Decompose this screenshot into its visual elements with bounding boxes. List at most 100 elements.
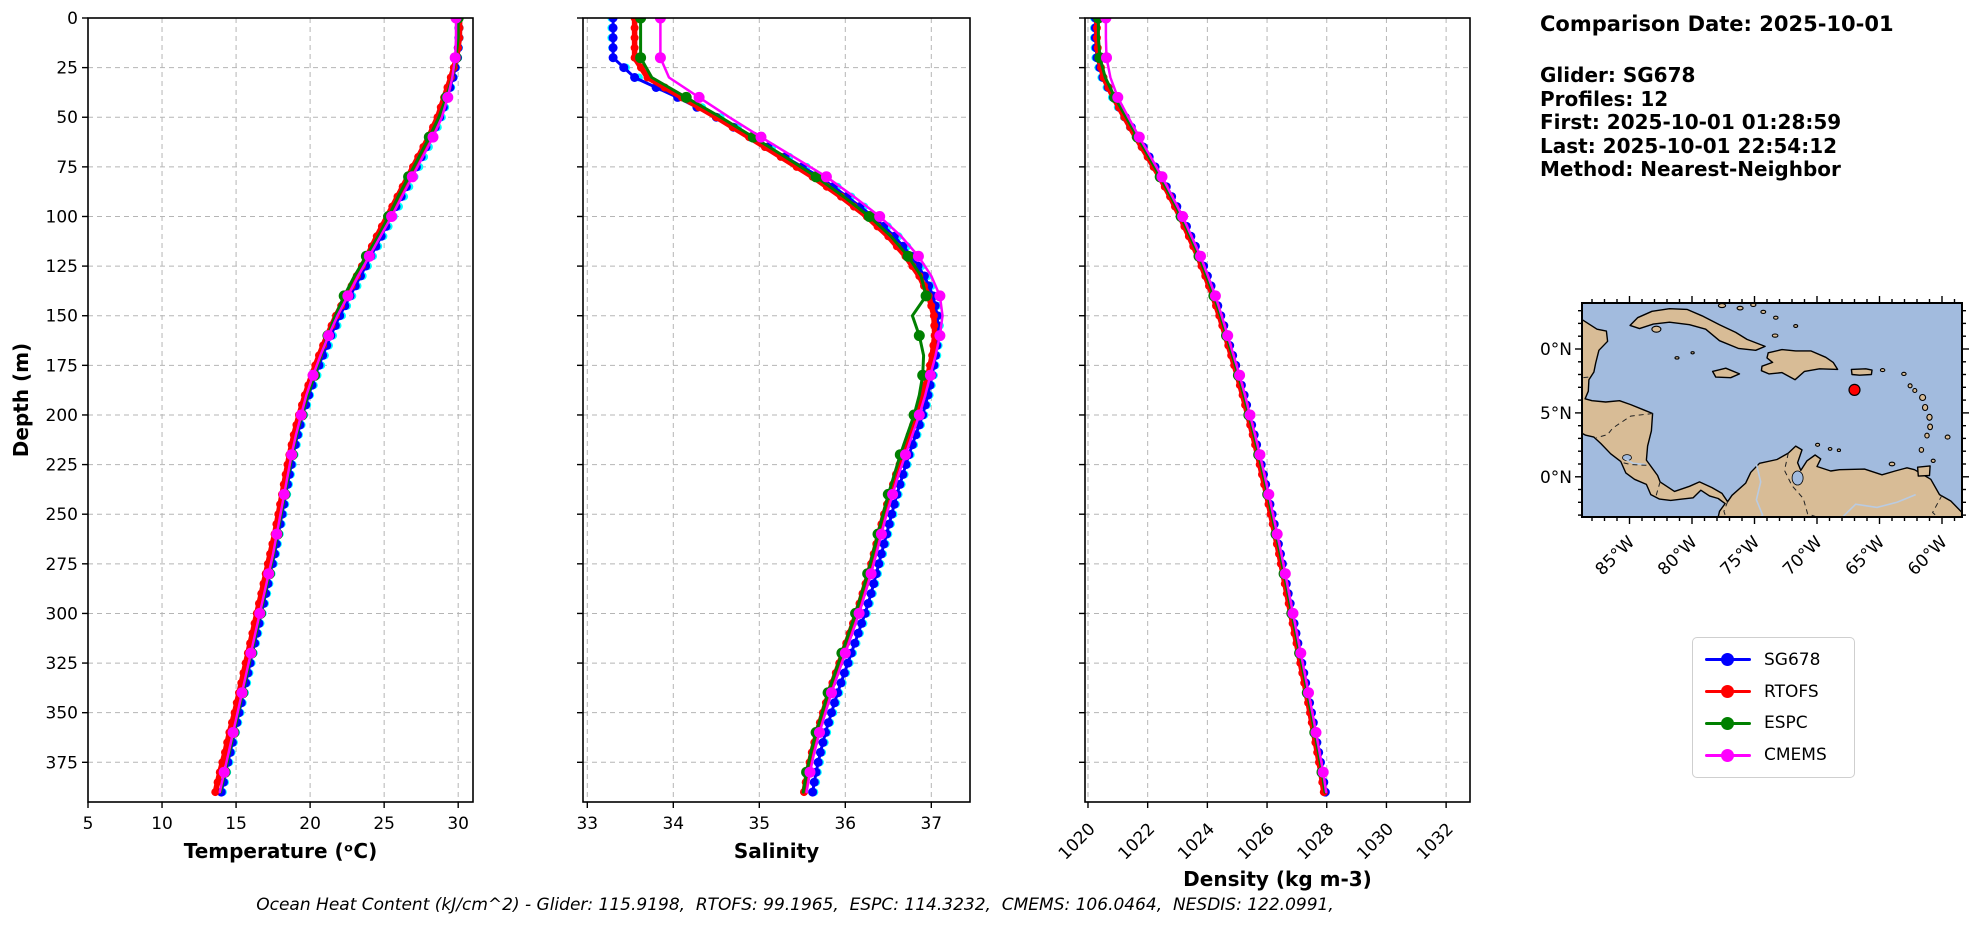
x-tick-label: 25 bbox=[373, 814, 395, 834]
map-land-layer bbox=[1582, 303, 1962, 517]
inset-map-canvas: 85°W 80°W 75°W 70°W 65°W 60°W 20°N 15°N 10°N bbox=[1540, 296, 1969, 580]
legend: SG678 RTOFS ESPC CMEMS bbox=[1692, 637, 1855, 778]
y-tick-label: 225 bbox=[46, 456, 78, 476]
chart-temperature: 5 10 15 20 25 3002550751001251501752002252502… bbox=[9, 9, 474, 863]
x-axis-label: Temperature (ᵒC) bbox=[184, 839, 378, 863]
legend-dot-icon bbox=[1721, 716, 1734, 730]
x-tick-label: 1028 bbox=[1294, 819, 1339, 864]
series-SG678 bbox=[1090, 18, 1330, 797]
profiles-count-text: Profiles: 12 bbox=[1540, 86, 1669, 111]
map-x-tick-label: 85°W bbox=[1592, 532, 1639, 579]
x-tick-label: 1020 bbox=[1055, 819, 1100, 864]
series-NESDIS bbox=[607, 18, 944, 797]
y-tick-label: 375 bbox=[46, 753, 78, 773]
series-RTOFS bbox=[211, 18, 464, 797]
plot-frame bbox=[1084, 17, 1471, 803]
series-CMEMS bbox=[654, 18, 946, 794]
series-NESDIS bbox=[1090, 18, 1329, 797]
y-tick-label: 125 bbox=[46, 257, 78, 277]
y-tick-label: 100 bbox=[46, 207, 78, 227]
series-ESPC bbox=[635, 18, 932, 794]
legend-line-swatch bbox=[1705, 716, 1751, 730]
x-tick-label: 20 bbox=[299, 814, 321, 834]
last-profile-time-text: Last: 2025-10-01 22:54:12 bbox=[1540, 133, 1838, 158]
chart-density: 1020 1022 1024 1026 1028 1030 1032 Density (kg … bbox=[1055, 17, 1471, 891]
series-CMEMS bbox=[1100, 18, 1329, 794]
y-tick-label: 275 bbox=[46, 555, 78, 575]
x-tick-label: 15 bbox=[225, 814, 247, 834]
legend-line-swatch bbox=[1705, 685, 1751, 699]
x-tick-label: 30 bbox=[447, 814, 469, 834]
legend-dot-icon bbox=[1721, 685, 1734, 699]
legend-label: CMEMS bbox=[1764, 745, 1827, 766]
x-tick-label: 33 bbox=[576, 814, 598, 834]
x-tick-label: 36 bbox=[834, 814, 856, 834]
inset-map: 85°W 80°W 75°W 70°W 65°W 60°W 20°N 15°N 10°N bbox=[1540, 296, 1969, 580]
y-tick-label: 300 bbox=[46, 604, 78, 624]
map-frame bbox=[1581, 302, 1963, 518]
map-x-tick-label: 75°W bbox=[1717, 532, 1764, 579]
axis-ticks: 5 10 15 20 25 3002550751001251501752002252502… bbox=[46, 9, 469, 834]
series-CMEMS bbox=[218, 18, 462, 794]
glider-id-text: Glider: SG678 bbox=[1540, 63, 1696, 87]
legend-label: SG678 bbox=[1764, 649, 1821, 670]
x-tick-label: 5 bbox=[83, 814, 94, 834]
x-tick-label: 37 bbox=[920, 814, 942, 834]
axis-ticks: 33 34 35 36 37 bbox=[576, 17, 942, 834]
y-axis-label: Depth (m) bbox=[9, 343, 33, 457]
x-tick-label: 10 bbox=[151, 814, 173, 834]
x-axis-label: Salinity bbox=[734, 839, 819, 863]
map-y-tick-label: 10°N bbox=[1540, 468, 1572, 488]
legend-line-swatch bbox=[1705, 748, 1751, 762]
x-axis-label: Density (kg m-3) bbox=[1183, 867, 1372, 891]
y-tick-label: 350 bbox=[46, 704, 78, 724]
info-panel: Comparison Date: 2025-10-01 Glider: SG67… bbox=[1540, 12, 1894, 182]
legend-label: ESPC bbox=[1764, 713, 1808, 734]
y-tick-label: 175 bbox=[46, 356, 78, 376]
x-tick-label: 1032 bbox=[1413, 819, 1458, 864]
plot-frame bbox=[87, 17, 474, 803]
legend-dot-icon bbox=[1721, 748, 1734, 762]
map-x-tick-label: 70°W bbox=[1779, 532, 1826, 579]
map-y-tick-label: 15°N bbox=[1540, 404, 1572, 424]
plot-frame bbox=[582, 17, 971, 803]
chart-salinity: 33 34 35 36 37 Salinity bbox=[576, 17, 971, 863]
map-x-tick-label: 60°W bbox=[1904, 532, 1951, 579]
x-tick-label: 35 bbox=[748, 814, 770, 834]
first-profile-time-text: First: 2025-10-01 01:28:59 bbox=[1540, 110, 1842, 134]
series-NESDIS bbox=[218, 18, 464, 797]
y-tick-label: 250 bbox=[46, 505, 78, 525]
x-tick-label: 1030 bbox=[1353, 819, 1398, 864]
x-tick-label: 1026 bbox=[1234, 819, 1279, 864]
method-text: Method: Nearest-Neighbor bbox=[1540, 157, 1841, 181]
profile-plots-canvas: 5 10 15 20 25 3002550751001251501752002252502… bbox=[9, 9, 1471, 891]
y-tick-label: 50 bbox=[56, 108, 78, 128]
series-SG678 bbox=[608, 18, 943, 797]
ocean-heat-content-caption: Ocean Heat Content (kJ/cm^2) - Glider: 1… bbox=[256, 895, 1334, 915]
series-RTOFS bbox=[630, 18, 939, 797]
map-y-tick-label: 20°N bbox=[1540, 340, 1572, 360]
series-RTOFS bbox=[1092, 18, 1328, 797]
y-tick-label: 75 bbox=[56, 158, 78, 178]
legend-item-sg678: SG678 bbox=[1705, 645, 1842, 675]
legend-item-espc: ESPC bbox=[1705, 708, 1842, 738]
legend-item-rtofs: RTOFS bbox=[1705, 677, 1842, 707]
y-tick-label: 25 bbox=[56, 59, 78, 79]
gridlines bbox=[87, 17, 473, 802]
y-tick-label: 325 bbox=[46, 654, 78, 674]
y-tick-label: 150 bbox=[46, 307, 78, 327]
map-x-tick-label: 65°W bbox=[1842, 532, 1889, 579]
gridlines bbox=[583, 17, 970, 802]
legend-dot-icon bbox=[1721, 653, 1734, 667]
x-tick-label: 34 bbox=[662, 814, 684, 834]
legend-label: RTOFS bbox=[1764, 681, 1819, 702]
x-tick-label: 1022 bbox=[1114, 819, 1159, 864]
y-tick-label: 0 bbox=[67, 9, 78, 29]
series-SG678 bbox=[216, 18, 464, 797]
legend-item-cmems: CMEMS bbox=[1705, 740, 1842, 770]
glider-position-marker bbox=[1848, 383, 1861, 397]
legend-line-swatch bbox=[1705, 653, 1751, 667]
map-x-tick-label: 80°W bbox=[1654, 532, 1701, 579]
y-tick-label: 200 bbox=[46, 406, 78, 426]
